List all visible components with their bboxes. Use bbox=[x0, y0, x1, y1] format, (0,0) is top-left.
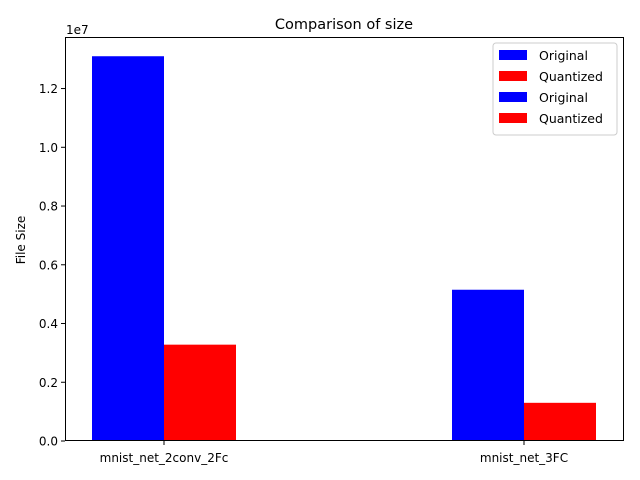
legend-box bbox=[492, 42, 618, 136]
x-tick-label: mnist_net_3FC bbox=[480, 451, 568, 465]
legend: Original Quantized Original Quantized bbox=[492, 42, 618, 136]
legend-label-original: Original bbox=[539, 90, 588, 105]
y-tick-label: 0.4 bbox=[39, 317, 58, 331]
plot-frame bbox=[65, 37, 624, 441]
y-tick-label: 0.8 bbox=[39, 200, 58, 214]
bar-quantized-1 bbox=[524, 402, 596, 441]
y-axis-label: File Size bbox=[14, 216, 28, 265]
chart-title: Comparison of size bbox=[275, 17, 413, 33]
bar-original-1 bbox=[452, 289, 524, 441]
y-ticks-group: 0.0 0.2 0.4 0.6 0.8 1.0 1.2 bbox=[39, 82, 65, 449]
bar-original-0 bbox=[92, 56, 164, 441]
y-tick-label: 0.0 bbox=[39, 435, 58, 449]
legend-swatch-original bbox=[499, 50, 527, 60]
legend-swatch-quantized bbox=[499, 71, 527, 81]
legend-swatch-quantized bbox=[499, 113, 527, 123]
y-tick-label: 1.0 bbox=[39, 141, 58, 155]
x-tick-label: mnist_net_2conv_2Fc bbox=[100, 451, 229, 465]
legend-label-original: Original bbox=[539, 48, 588, 63]
y-tick-label: 0.6 bbox=[39, 258, 58, 272]
legend-label-quantized: Quantized bbox=[539, 111, 603, 126]
legend-swatch-original bbox=[499, 92, 527, 102]
bar-quantized-0 bbox=[164, 344, 236, 441]
y-tick-label: 1.2 bbox=[39, 82, 58, 96]
y-tick-label: 0.2 bbox=[39, 376, 58, 390]
bars-group bbox=[92, 56, 596, 441]
legend-label-quantized: Quantized bbox=[539, 69, 603, 84]
x-ticks-group: mnist_net_2conv_2Fc mnist_net_3FC bbox=[100, 441, 568, 465]
axis-offset-label: 1e7 bbox=[66, 23, 89, 37]
